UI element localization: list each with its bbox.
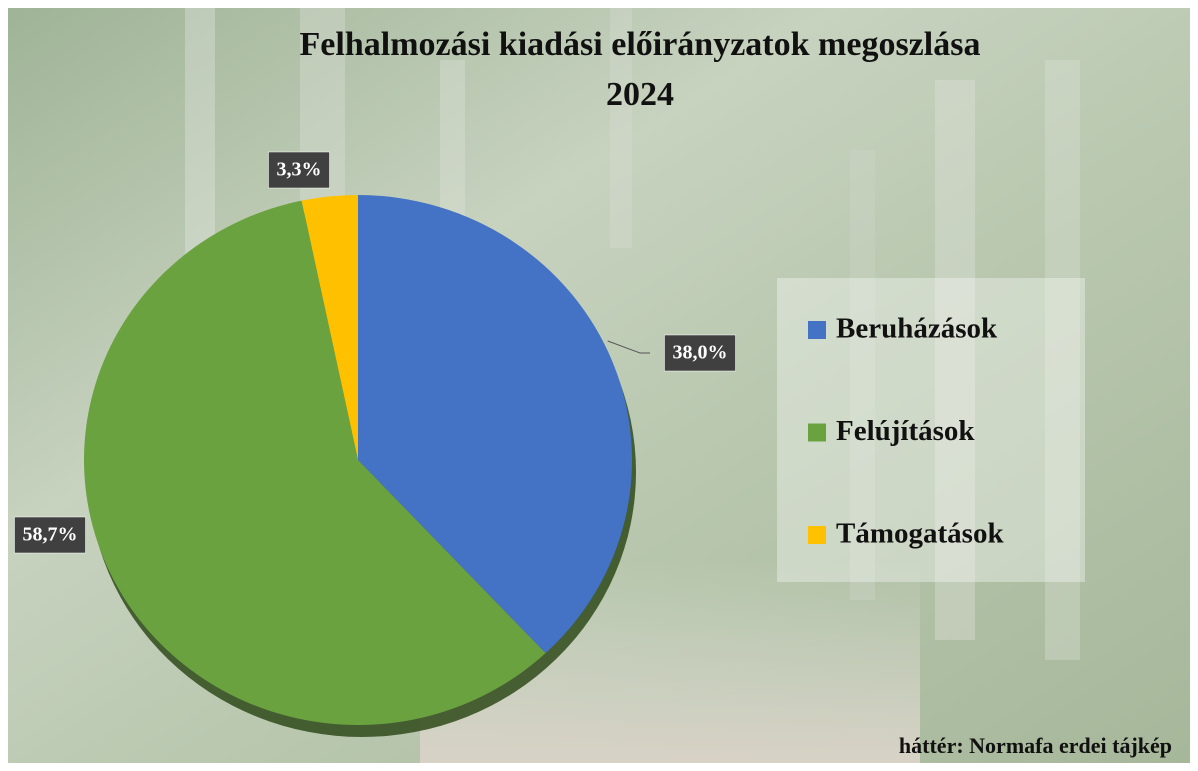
data-label-box (14, 516, 86, 554)
data-label-box (664, 334, 736, 372)
data-label: 38,0% (673, 342, 728, 364)
chart-title: 2024 (606, 76, 674, 113)
legend-swatch (808, 526, 826, 544)
leader-line (607, 340, 650, 354)
annotation: háttér: Normafa erdei tájkép (899, 733, 1172, 758)
legend-label: Beruházások (836, 313, 998, 345)
data-label: 58,7% (23, 524, 78, 546)
legend-swatch (808, 321, 826, 339)
data-label-box (268, 151, 330, 189)
legend-box (777, 278, 1085, 582)
legend-swatch (808, 423, 826, 442)
data-label: 3,3% (277, 159, 322, 181)
pie-slice (84, 200, 546, 726)
pie-slice (358, 195, 633, 654)
chart-title: Felhalmozási kiadási előirányzatok megos… (300, 26, 981, 63)
pie-slice (301, 195, 358, 460)
trees (185, 8, 1080, 660)
legend-label: Felújítások (836, 415, 975, 447)
legend-label: Támogatások (836, 518, 1004, 550)
